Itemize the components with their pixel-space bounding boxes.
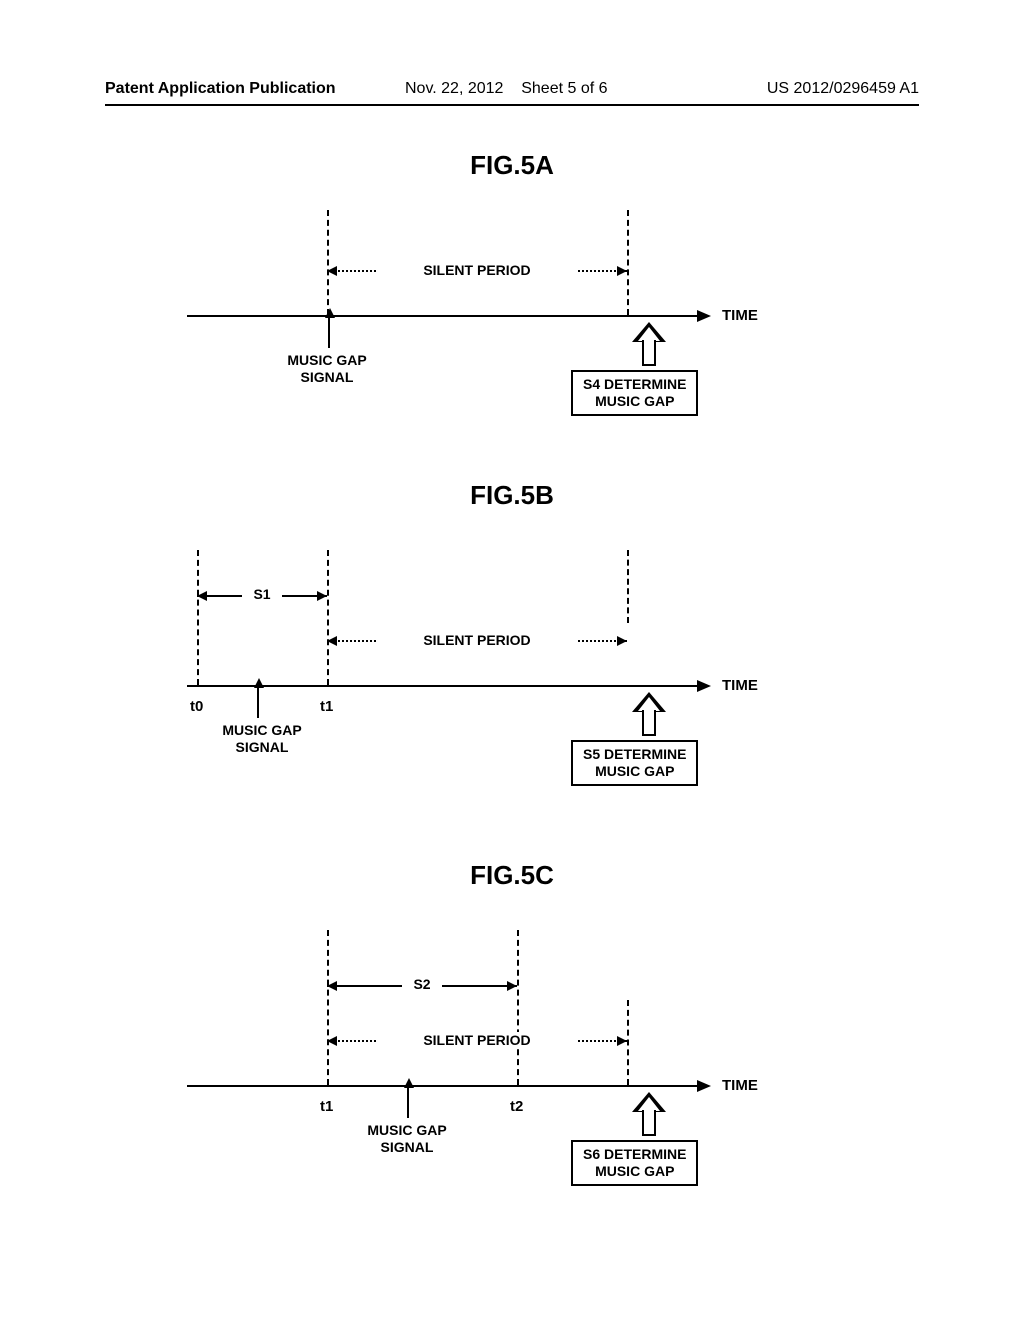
fig5c-determine-box: S6 DETERMINEMUSIC GAP — [571, 1140, 698, 1186]
fig5a-vdash-right — [627, 210, 629, 315]
fig5b-determine-arrow — [632, 692, 666, 736]
fig5b-signal-label: MUSIC GAPSIGNAL — [202, 722, 322, 756]
fig5b-silent-label: SILENT PERIOD — [377, 632, 577, 648]
span-arrow-left-icon — [197, 591, 207, 601]
big-arrow-head-inner — [638, 697, 660, 711]
big-arrow-stem — [642, 710, 656, 736]
fig5b-t0-label: t0 — [190, 698, 203, 715]
axis-arrow-icon — [697, 680, 711, 692]
fig5c-vdash-t1 — [327, 930, 329, 1085]
fig5c-t2-label: t2 — [510, 1098, 523, 1115]
fig5b-time-label: TIME — [722, 677, 758, 694]
tick-arrow-icon — [404, 1078, 414, 1088]
span-arrow-left-icon — [327, 981, 337, 991]
span-arrow-right-icon — [617, 1036, 627, 1046]
span-arrow-right-icon — [617, 266, 627, 276]
header-id: US 2012/0296459 A1 — [767, 80, 919, 98]
figure-5a: FIG.5A SILENT PERIOD TIME MUSIC GAPSIGNA… — [0, 150, 1024, 460]
header-left: Patent Application Publication — [105, 80, 336, 97]
fig5c-vdash-t2 — [517, 930, 519, 1085]
fig5a-silent-label: SILENT PERIOD — [377, 262, 577, 278]
fig5b-vdash-right — [627, 550, 629, 623]
fig5b-determine-box: S5 DETERMINEMUSIC GAP — [571, 740, 698, 786]
fig5a-signal-tick — [328, 318, 330, 348]
fig5a-vdash-left — [327, 210, 329, 315]
span-arrow-left-icon — [327, 1036, 337, 1046]
fig5a-determine-arrow — [632, 322, 666, 366]
big-arrow-head-inner — [638, 1097, 660, 1111]
fig5c-s2-label: S2 — [402, 976, 442, 992]
fig5b-signal-tick — [257, 688, 259, 718]
page: Patent Application Publication Nov. 22, … — [0, 0, 1024, 1320]
fig5a-time-label: TIME — [722, 307, 758, 324]
header-sheet: Sheet 5 of 6 — [521, 80, 607, 97]
big-arrow-head-inner — [638, 327, 660, 341]
fig5c-time-label: TIME — [722, 1077, 758, 1094]
fig5c-silent-label: SILENT PERIOD — [377, 1032, 577, 1048]
fig5b-vdash-t1-upper — [327, 550, 329, 685]
axis-arrow-icon — [697, 310, 711, 322]
span-arrow-left-icon — [327, 636, 337, 646]
span-arrow-left-icon — [327, 266, 337, 276]
figure-5c: FIG.5C S2 SILENT PERIOD TIME — [0, 860, 1024, 1240]
fig-5c-diagram: S2 SILENT PERIOD TIME t1 t2 MUSIC GAPSIG… — [187, 930, 837, 1230]
fig5c-vdash-right — [627, 1000, 629, 1085]
axis-arrow-icon — [697, 1080, 711, 1092]
fig5a-determine-box: S4 DETERMINEMUSIC GAP — [571, 370, 698, 416]
header-center: Nov. 22, 2012 Sheet 5 of 6 — [405, 80, 608, 98]
fig-5b-diagram: S1 SILENT PERIOD TIME t0 t1 MUSIC GAPSIG… — [187, 550, 837, 830]
span-arrow-right-icon — [507, 981, 517, 991]
header-rule — [105, 104, 919, 106]
tick-arrow-icon — [254, 678, 264, 688]
fig5a-signal-label: MUSIC GAPSIGNAL — [267, 352, 387, 386]
header: Patent Application Publication Nov. 22, … — [105, 80, 919, 98]
header-date: Nov. 22, 2012 — [405, 80, 503, 97]
fig5b-t1-label: t1 — [320, 698, 333, 715]
fig5a-time-axis — [187, 315, 697, 317]
fig5c-t1-label: t1 — [320, 1098, 333, 1115]
tick-arrow-icon — [325, 308, 335, 318]
fig5c-signal-label: MUSIC GAPSIGNAL — [347, 1122, 467, 1156]
fig-5b-title: FIG.5B — [0, 480, 1024, 511]
figure-5b: FIG.5B S1 SILENT PERIOD TIME — [0, 480, 1024, 840]
fig5b-vdash-t0 — [197, 550, 199, 685]
fig5b-s1-label: S1 — [242, 586, 282, 602]
fig-5c-title: FIG.5C — [0, 860, 1024, 891]
big-arrow-stem — [642, 340, 656, 366]
fig5c-determine-arrow — [632, 1092, 666, 1136]
big-arrow-stem — [642, 1110, 656, 1136]
span-arrow-right-icon — [317, 591, 327, 601]
fig5c-signal-tick — [407, 1088, 409, 1118]
fig5c-time-axis — [187, 1085, 697, 1087]
span-arrow-right-icon — [617, 636, 627, 646]
fig-5a-diagram: SILENT PERIOD TIME MUSIC GAPSIGNAL S4 DE… — [187, 210, 837, 460]
fig-5a-title: FIG.5A — [0, 150, 1024, 181]
